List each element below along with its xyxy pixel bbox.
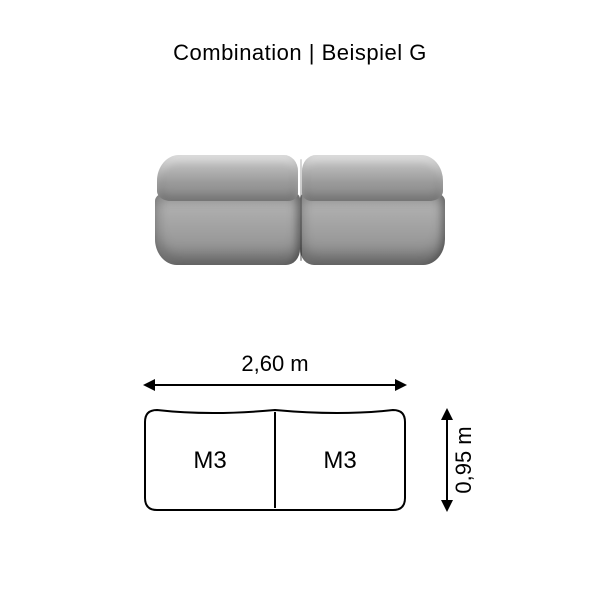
plan-module-label: M3: [323, 447, 356, 474]
sofa-render: [155, 155, 445, 265]
sofa-back-cushion: [302, 155, 443, 201]
sofa-back-cushion: [157, 155, 298, 201]
width-dimension-label: 2,60 m: [241, 351, 308, 376]
plan-diagram: M3 M3 2,60 m 0,95 m: [0, 340, 600, 570]
sofa-seat: [300, 193, 445, 265]
sofa-seam: [300, 159, 302, 261]
page-title: Combination | Beispiel G: [0, 40, 600, 66]
sofa-module-right: [300, 155, 445, 265]
sofa-seat: [155, 193, 300, 265]
plan-module-label: M3: [193, 447, 226, 474]
depth-dimension-label: 0,95 m: [451, 426, 476, 493]
sofa-module-left: [155, 155, 300, 265]
